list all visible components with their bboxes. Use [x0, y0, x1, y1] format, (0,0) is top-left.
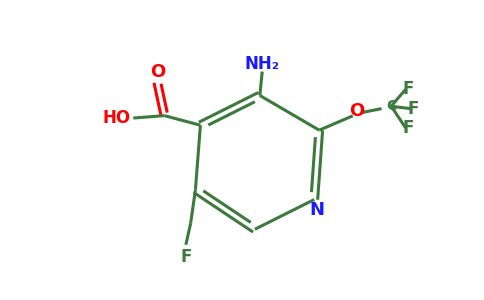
- Text: F: F: [402, 119, 414, 137]
- Text: O: O: [349, 102, 364, 120]
- Text: N: N: [309, 201, 324, 219]
- Text: F: F: [407, 100, 419, 118]
- Text: F: F: [180, 248, 192, 266]
- Text: NH₂: NH₂: [245, 55, 280, 73]
- Text: O: O: [150, 64, 165, 82]
- Text: HO: HO: [103, 109, 131, 127]
- Text: C: C: [386, 99, 396, 113]
- Text: F: F: [402, 80, 414, 98]
